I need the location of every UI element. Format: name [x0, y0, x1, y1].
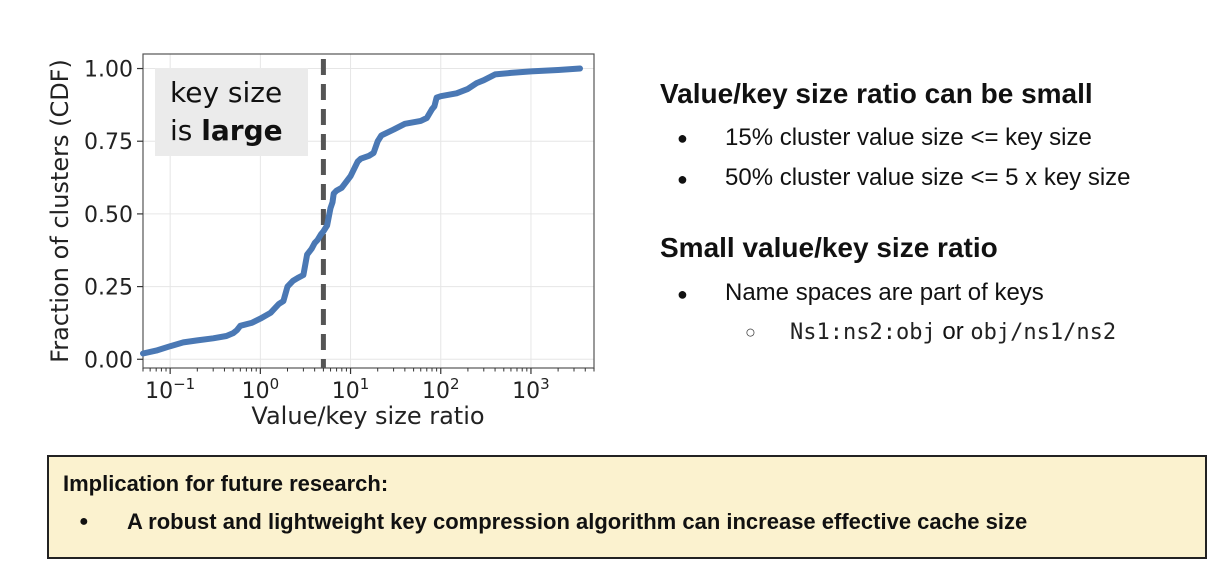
y-tick-label: 0.00: [84, 348, 133, 373]
x-tick-exponent: 2: [450, 375, 460, 393]
cdf-chart: 0.000.250.500.751.00 10−1 100 101 102 103 Va…: [46, 53, 595, 430]
sub-bullet-circle: ○: [745, 322, 756, 342]
bullet1-text: 15% cluster value size <= key size: [725, 124, 1092, 151]
x-tick-label: 101: [332, 375, 370, 404]
bullet3-text: Name spaces are part of keys: [725, 279, 1044, 306]
y-tick-label: 1.00: [84, 58, 133, 83]
x-tick-exponent: 0: [270, 375, 280, 393]
annotation-bold-word: large: [201, 114, 283, 147]
y-tick-label: 0.25: [84, 276, 133, 301]
x-axis-label: Value/key size ratio: [251, 402, 484, 430]
callout-item: A robust and lightweight key compression…: [127, 509, 1028, 534]
bullet2-text: 50% cluster value size <= 5 x key size: [725, 164, 1131, 191]
bullet-dot: ●: [677, 128, 688, 148]
sub-code2: obj/ns1/ns2: [970, 320, 1117, 345]
section1-title: Value/key size ratio can be small: [660, 78, 1093, 109]
annotation-line2: is large: [170, 114, 283, 147]
annotation-box: [155, 68, 308, 156]
x-tick-base: 10: [242, 379, 270, 404]
sub-code1: Ns1:ns2:obj: [790, 320, 936, 345]
bullet-dot: ●: [677, 169, 688, 189]
x-tick-exponent: 3: [540, 375, 550, 393]
x-tick-base: 10: [512, 379, 540, 404]
x-tick-label: 100: [242, 375, 280, 404]
y-tick-label: 0.50: [84, 203, 133, 228]
x-tick-base: 10: [332, 379, 360, 404]
x-tick-label: 10−1: [145, 375, 195, 404]
x-tick-label: 103: [512, 375, 550, 404]
cdf-series-line: [140, 65, 583, 357]
y-tick-label: 0.75: [84, 130, 133, 155]
sub-bullet-line: Ns1:ns2:obj or obj/ns1/ns2: [790, 318, 1116, 346]
x-tick-base: 10: [145, 379, 173, 404]
x-tick-exponent: 1: [360, 375, 370, 393]
section2-title: Small value/key size ratio: [660, 232, 998, 263]
x-tick-exponent: −1: [173, 375, 195, 393]
implication-callout: Implication for future research: ● A rob…: [47, 455, 1207, 559]
plot-frame: [142, 53, 595, 369]
series-layer: [140, 65, 583, 357]
annotation-line1: key size: [170, 76, 283, 109]
annotation-prefix: is: [170, 114, 202, 147]
bullet-dot: ●: [677, 284, 688, 304]
callout-bullet-dot: ●: [79, 513, 89, 530]
x-tick-base: 10: [422, 379, 450, 404]
x-tick-labels: 10−1 100 101 102 103: [142, 368, 595, 404]
x-tick-label: 102: [422, 375, 460, 404]
callout-title: Implication for future research:: [63, 471, 389, 496]
y-tick-labels: 0.00 0.25 0.50 0.75 1.00: [84, 58, 143, 373]
y-axis-label: Fraction of clusters (CDF): [46, 59, 74, 363]
sub-or: or: [935, 318, 971, 345]
